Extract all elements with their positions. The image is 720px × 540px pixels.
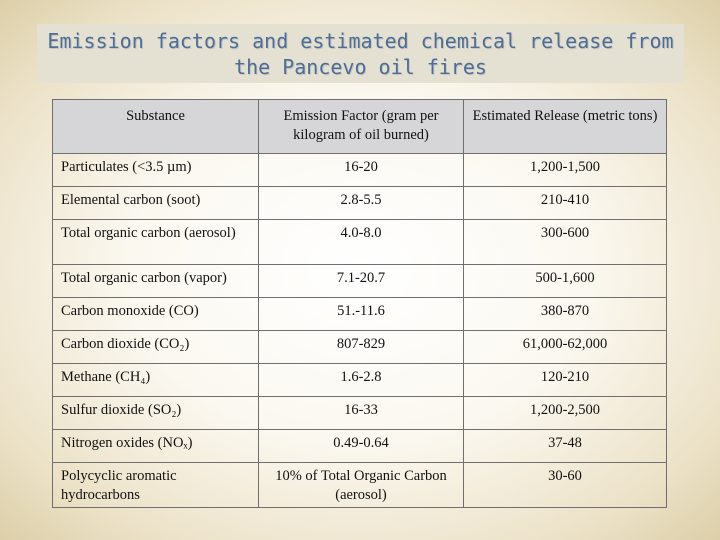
table-row: Polycyclic aromatic hydrocarbons 10% of … — [52, 462, 667, 508]
release-cell: 1,200-1,500 — [463, 153, 667, 187]
substance-cell: Carbon monoxide (CO) — [52, 297, 259, 331]
release-cell: 210-410 — [463, 186, 667, 220]
table-row: Carbon monoxide (CO) 51.-11.6 380-870 — [52, 297, 667, 331]
substance-cell: Polycyclic aromatic hydrocarbons — [52, 462, 259, 508]
substance-cell: Nitrogen oxides (NOₓ) — [52, 429, 259, 463]
factor-cell: 10% of Total Organic Carbon (aerosol) — [258, 462, 464, 508]
factor-cell: 1.6-2.8 — [258, 363, 464, 397]
factor-cell: 16-20 — [258, 153, 464, 187]
substance-cell: Total organic carbon (aerosol) — [52, 219, 259, 265]
title-line-1: Emission factors and estimated chemical … — [47, 28, 674, 53]
factor-cell: 807-829 — [258, 330, 464, 364]
title-box: Emission factors and estimated chemical … — [37, 24, 684, 83]
table-row: Total organic carbon (vapor) 7.1-20.7 50… — [52, 264, 667, 298]
release-cell: 1,200-2,500 — [463, 396, 667, 430]
table-row: Total organic carbon (aerosol) 4.0-8.0 3… — [52, 219, 667, 265]
release-cell: 380-870 — [463, 297, 667, 331]
table-row: Carbon dioxide (CO₂) 807-829 61,000-62,0… — [52, 330, 667, 364]
release-cell: 37-48 — [463, 429, 667, 463]
header-estimated-release: Estimated Release (metric tons) — [463, 99, 667, 154]
factor-cell: 0.49-0.64 — [258, 429, 464, 463]
factor-cell: 51.-11.6 — [258, 297, 464, 331]
release-cell: 30-60 — [463, 462, 667, 508]
header-substance: Substance — [52, 99, 259, 154]
factor-cell: 4.0-8.0 — [258, 219, 464, 265]
release-cell: 120-210 — [463, 363, 667, 397]
table-row: Sulfur dioxide (SO₂) 16-33 1,200-2,500 — [52, 396, 667, 430]
release-cell: 61,000-62,000 — [463, 330, 667, 364]
header-emission-factor: Emission Factor (gram per kilogram of oi… — [258, 99, 464, 154]
title-line-2: the Pancevo oil fires — [234, 54, 487, 79]
table-row: Particulates (<3.5 µm) 16-20 1,200-1,500 — [52, 153, 667, 187]
table-row: Nitrogen oxides (NOₓ) 0.49-0.64 37-48 — [52, 429, 667, 463]
table-row: Elemental carbon (soot) 2.8-5.5 210-410 — [52, 186, 667, 220]
release-cell: 300-600 — [463, 219, 667, 265]
release-cell: 500-1,600 — [463, 264, 667, 298]
factor-cell: 16-33 — [258, 396, 464, 430]
substance-cell: Total organic carbon (vapor) — [52, 264, 259, 298]
substance-cell: Elemental carbon (soot) — [52, 186, 259, 220]
table-row: Methane (CH₄) 1.6-2.8 120-210 — [52, 363, 667, 397]
substance-cell: Methane (CH₄) — [52, 363, 259, 397]
substance-cell: Particulates (<3.5 µm) — [52, 153, 259, 187]
table-header-row: Substance Emission Factor (gram per kilo… — [52, 99, 667, 154]
substance-cell: Carbon dioxide (CO₂) — [52, 330, 259, 364]
emission-table: Substance Emission Factor (gram per kilo… — [52, 99, 667, 508]
factor-cell: 2.8-5.5 — [258, 186, 464, 220]
factor-cell: 7.1-20.7 — [258, 264, 464, 298]
substance-cell: Sulfur dioxide (SO₂) — [52, 396, 259, 430]
